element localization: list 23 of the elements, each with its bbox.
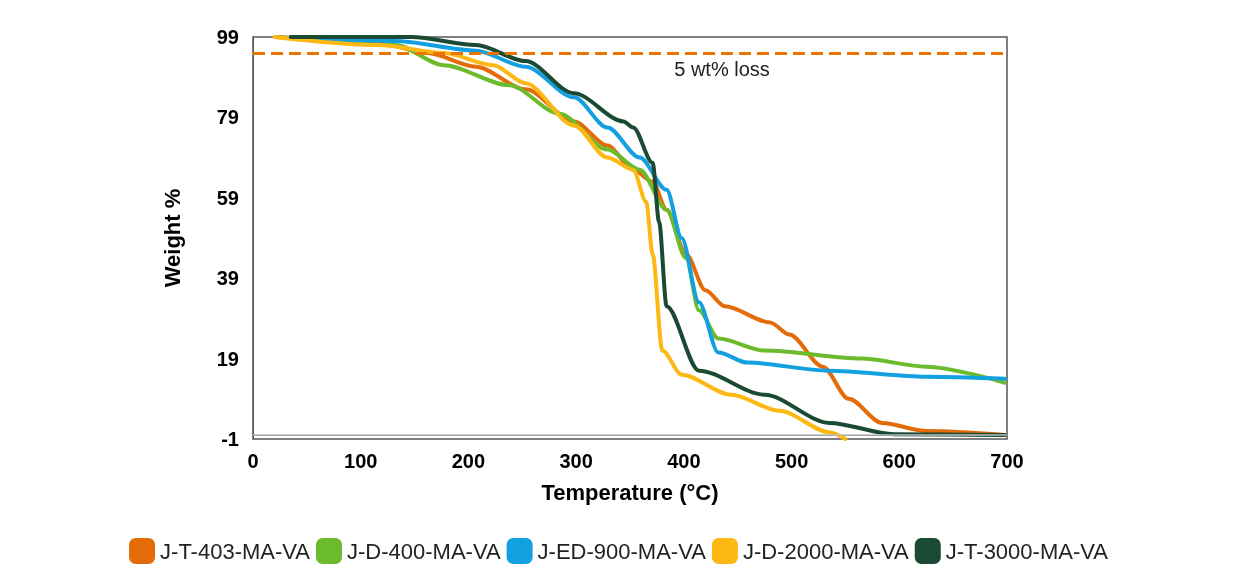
x-tick-label: 200 <box>451 450 486 472</box>
y-tick-label: 79 <box>216 106 239 129</box>
x-tick-label: 100 <box>344 450 378 472</box>
y-tick-label: 39 <box>216 267 239 290</box>
y-tick-label: 99 <box>216 26 239 48</box>
x-tick-label: 0 <box>247 450 259 472</box>
legend-label: J-D-400-MA-VA <box>347 538 501 564</box>
legend-label: J-ED-900-MA-VA <box>537 538 707 564</box>
x-axis-title: Temperature (°C) <box>541 479 719 505</box>
x-tick-label: 400 <box>667 450 701 472</box>
y-axis-title: Weight % <box>159 188 185 288</box>
legend-label: J-D-2000-MA-VA <box>742 538 910 564</box>
ref-line-label: 5 wt% loss <box>674 58 770 81</box>
x-tick-label: 500 <box>774 450 809 472</box>
y-tick-label: 19 <box>216 347 239 370</box>
x-tick-label: 300 <box>559 450 593 472</box>
line-series <box>272 35 848 441</box>
y-tick-label: -1 <box>221 428 239 450</box>
legend-label: J-T-403-MA-VA <box>160 538 311 564</box>
x-tick-label: 600 <box>882 450 916 472</box>
x-tick-label: 700 <box>990 450 1024 472</box>
y-tick-label: 59 <box>216 186 239 209</box>
legend-label: J-T-3000-MA-VA <box>945 538 1109 564</box>
